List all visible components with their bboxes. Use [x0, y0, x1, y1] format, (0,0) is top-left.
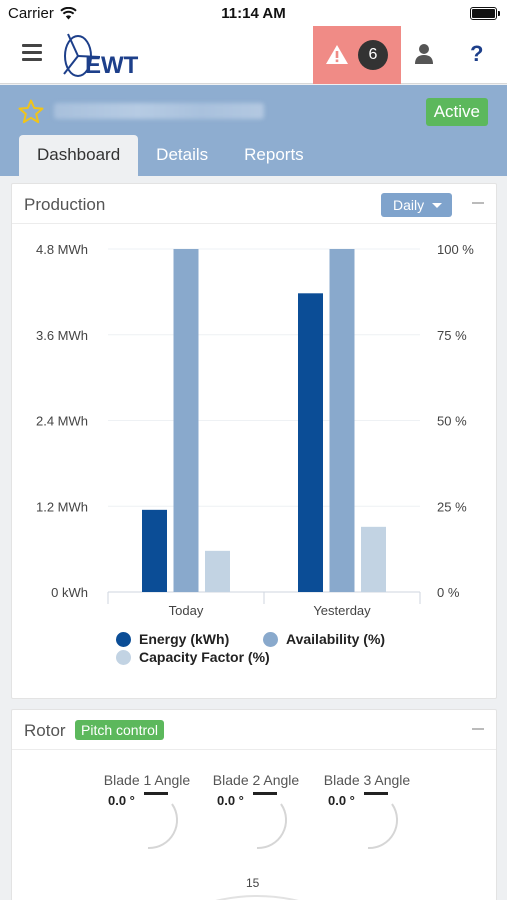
legend-label: Availability (%): [286, 631, 386, 647]
y-left-tick-label: 0 kWh: [51, 585, 88, 600]
period-dropdown-label: Daily: [393, 197, 425, 213]
legend-marker: [116, 631, 131, 647]
warning-icon: [326, 45, 348, 64]
wifi-icon: [60, 7, 77, 20]
rotor-speed-arc: [215, 895, 299, 900]
pitch-control-badge: Pitch control: [75, 720, 165, 740]
logo: EWT: [58, 30, 150, 82]
legend-marker: [263, 631, 278, 647]
blade-2-arc: [253, 792, 288, 850]
blade-1-value: 0.0 °: [108, 793, 135, 808]
production-chart: 0 kWh 0 % 1.2 MWh 25 % 2.4 MWh 50 % 3.6 MWh 75 …: [36, 242, 474, 618]
bar-2-today: [173, 249, 199, 592]
collapse-icon[interactable]: [472, 202, 484, 204]
collapse-icon[interactable]: [472, 728, 484, 730]
production-panel: Production Daily 0 kWh 0 % 1.2 MWh 25 % 2.4 …: [11, 183, 497, 699]
battery-icon: [470, 7, 500, 20]
site-name-redacted: [54, 103, 264, 119]
alert-count-badge: 6: [358, 40, 388, 70]
legend-label: Capacity Factor (%): [139, 649, 270, 665]
blade-3-value: 0.0 °: [328, 793, 355, 808]
status-badge: Active: [425, 98, 488, 126]
rotor-panel-header: Rotor Pitch control: [12, 710, 496, 750]
blade-3-gauge: Blade 3 Angle 0.0 °: [307, 772, 427, 850]
bar-1-today: [142, 509, 167, 592]
legend-item[interactable]: Capacity Factor (%): [116, 649, 270, 665]
tab-reports[interactable]: Reports: [244, 145, 304, 164]
rotor-title: Rotor: [24, 721, 66, 740]
logo-text: EWT: [85, 52, 139, 79]
bar-3-today: [205, 550, 230, 592]
app-header: EWT 6 ?: [0, 26, 507, 84]
help-icon[interactable]: ?: [470, 41, 484, 66]
legend-label: Energy (kWh): [139, 631, 230, 647]
blade-1-gauge: Blade 1 Angle 0.0 °: [87, 772, 207, 850]
y-left-tick-label: 3.6 MWh: [36, 328, 88, 343]
favorite-star-icon[interactable]: [18, 99, 44, 124]
alerts-button[interactable]: 6: [313, 26, 401, 84]
y-right-tick-label: 100 %: [437, 242, 474, 257]
user-icon[interactable]: [414, 43, 434, 65]
legend-item[interactable]: Availability (%): [263, 631, 385, 647]
legend-item[interactable]: Energy (kWh): [116, 631, 229, 647]
bar-2-yesterday: [329, 249, 355, 592]
carrier-label: Carrier: [8, 5, 54, 22]
rotor-speed-scale-label: 15: [246, 876, 260, 890]
y-right-tick-label: 0 %: [437, 585, 460, 600]
y-right-tick-label: 25 %: [437, 499, 467, 514]
blade-3-arc: [364, 792, 399, 850]
blade-3-label: Blade 3 Angle: [323, 772, 411, 788]
caret-down-icon: [432, 203, 442, 208]
production-title: Production: [24, 195, 106, 214]
x-tick-label: Today: [169, 603, 204, 618]
bar-3-yesterday: [361, 526, 386, 592]
menu-icon[interactable]: [22, 44, 42, 62]
y-right-tick-label: 50 %: [437, 414, 467, 429]
y-left-tick-label: 2.4 MWh: [36, 414, 88, 429]
bar-1-yesterday: [298, 293, 323, 592]
tab-details[interactable]: Details: [156, 145, 209, 164]
rotor-panel: Rotor Pitch control Blade 1 Angle 0.0 ° …: [11, 709, 497, 900]
legend-marker: [116, 649, 131, 665]
blade-1-arc: [144, 792, 179, 850]
y-left-tick-label: 4.8 MWh: [36, 242, 88, 257]
site-banner: Active Dashboard Details Reports: [0, 85, 507, 176]
status-bar: Carrier 11:14 AM: [0, 0, 507, 26]
blade-2-label: Blade 2 Angle: [212, 772, 300, 788]
period-dropdown[interactable]: Daily: [381, 193, 452, 217]
y-left-tick-label: 1.2 MWh: [36, 499, 88, 514]
production-panel-header: Production Daily: [12, 184, 496, 224]
status-time: 11:14 AM: [221, 5, 286, 22]
carrier-indicator: Carrier: [8, 5, 77, 22]
blade-1-label: Blade 1 Angle: [103, 772, 191, 788]
blade-2-gauge: Blade 2 Angle 0.0 °: [196, 772, 316, 850]
blade-2-value: 0.0 °: [217, 793, 244, 808]
y-right-tick-label: 75 %: [437, 328, 467, 343]
x-tick-label: Yesterday: [313, 603, 371, 618]
tab-bar: Dashboard Details Reports: [19, 135, 322, 176]
tab-dashboard[interactable]: Dashboard: [19, 135, 139, 176]
